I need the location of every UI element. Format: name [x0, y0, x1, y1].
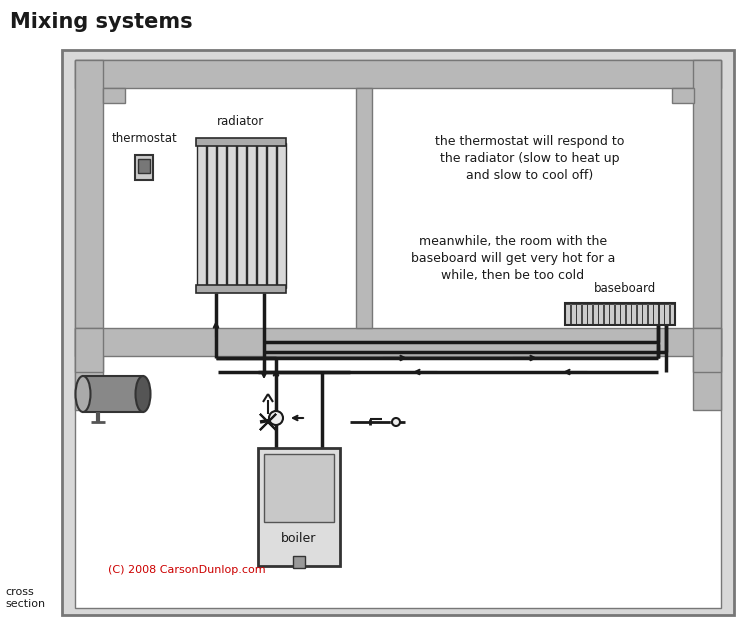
Bar	[693, 60, 721, 410]
Polygon shape	[260, 414, 276, 430]
Text: baseboard: baseboard	[594, 282, 656, 295]
Bar	[637, 304, 641, 324]
Bar	[62, 50, 734, 615]
Bar	[587, 304, 593, 324]
Text: boiler: boiler	[282, 531, 317, 544]
Text: (C) 2008 CarsonDunlop.com: (C) 2008 CarsonDunlop.com	[108, 565, 266, 575]
Text: radiator: radiator	[217, 115, 264, 128]
Text: Mixing systems: Mixing systems	[10, 12, 192, 32]
Bar	[196, 138, 286, 146]
Bar	[246, 143, 255, 288]
Bar	[258, 448, 340, 566]
Bar	[257, 143, 266, 288]
Bar	[620, 304, 625, 324]
Text: thermostat: thermostat	[112, 132, 178, 145]
Bar	[75, 328, 721, 356]
Bar	[276, 143, 285, 288]
Bar	[207, 143, 216, 288]
Bar	[197, 143, 206, 288]
Bar	[576, 304, 581, 324]
Bar	[653, 304, 658, 324]
Bar	[83, 376, 143, 412]
Bar	[626, 304, 631, 324]
Bar	[227, 143, 236, 288]
Ellipse shape	[392, 418, 400, 426]
Bar	[582, 304, 587, 324]
Bar	[693, 328, 721, 372]
Bar	[604, 304, 609, 324]
Bar	[599, 304, 603, 324]
Bar	[648, 304, 653, 324]
Bar	[103, 88, 125, 103]
Bar	[216, 143, 225, 288]
Bar	[267, 143, 276, 288]
Bar	[75, 60, 103, 410]
Bar	[237, 143, 246, 288]
Bar	[356, 88, 372, 328]
Bar	[659, 304, 664, 324]
Bar	[632, 304, 636, 324]
Bar	[672, 88, 694, 103]
Bar	[196, 285, 286, 293]
Bar	[264, 454, 334, 522]
Bar	[571, 304, 576, 324]
Text: cross
section: cross section	[5, 587, 45, 609]
Bar	[670, 304, 674, 324]
Bar	[565, 303, 675, 325]
Text: meanwhile, the room with the
baseboard will get very hot for a
while, then be to: meanwhile, the room with the baseboard w…	[411, 235, 615, 282]
Bar	[593, 304, 598, 324]
Ellipse shape	[76, 376, 91, 412]
Ellipse shape	[269, 411, 283, 425]
Bar	[615, 304, 620, 324]
Bar	[75, 60, 721, 88]
Ellipse shape	[135, 376, 150, 412]
Bar	[138, 159, 150, 173]
Bar	[135, 155, 153, 180]
Bar	[75, 328, 103, 372]
Polygon shape	[260, 414, 276, 430]
Bar	[566, 304, 570, 324]
Bar	[293, 556, 305, 568]
Text: the thermostat will respond to
the radiator (slow to heat up
and slow to cool of: the thermostat will respond to the radia…	[436, 135, 625, 182]
Bar	[665, 304, 669, 324]
Bar	[609, 304, 614, 324]
Bar	[75, 60, 721, 608]
Bar	[642, 304, 647, 324]
